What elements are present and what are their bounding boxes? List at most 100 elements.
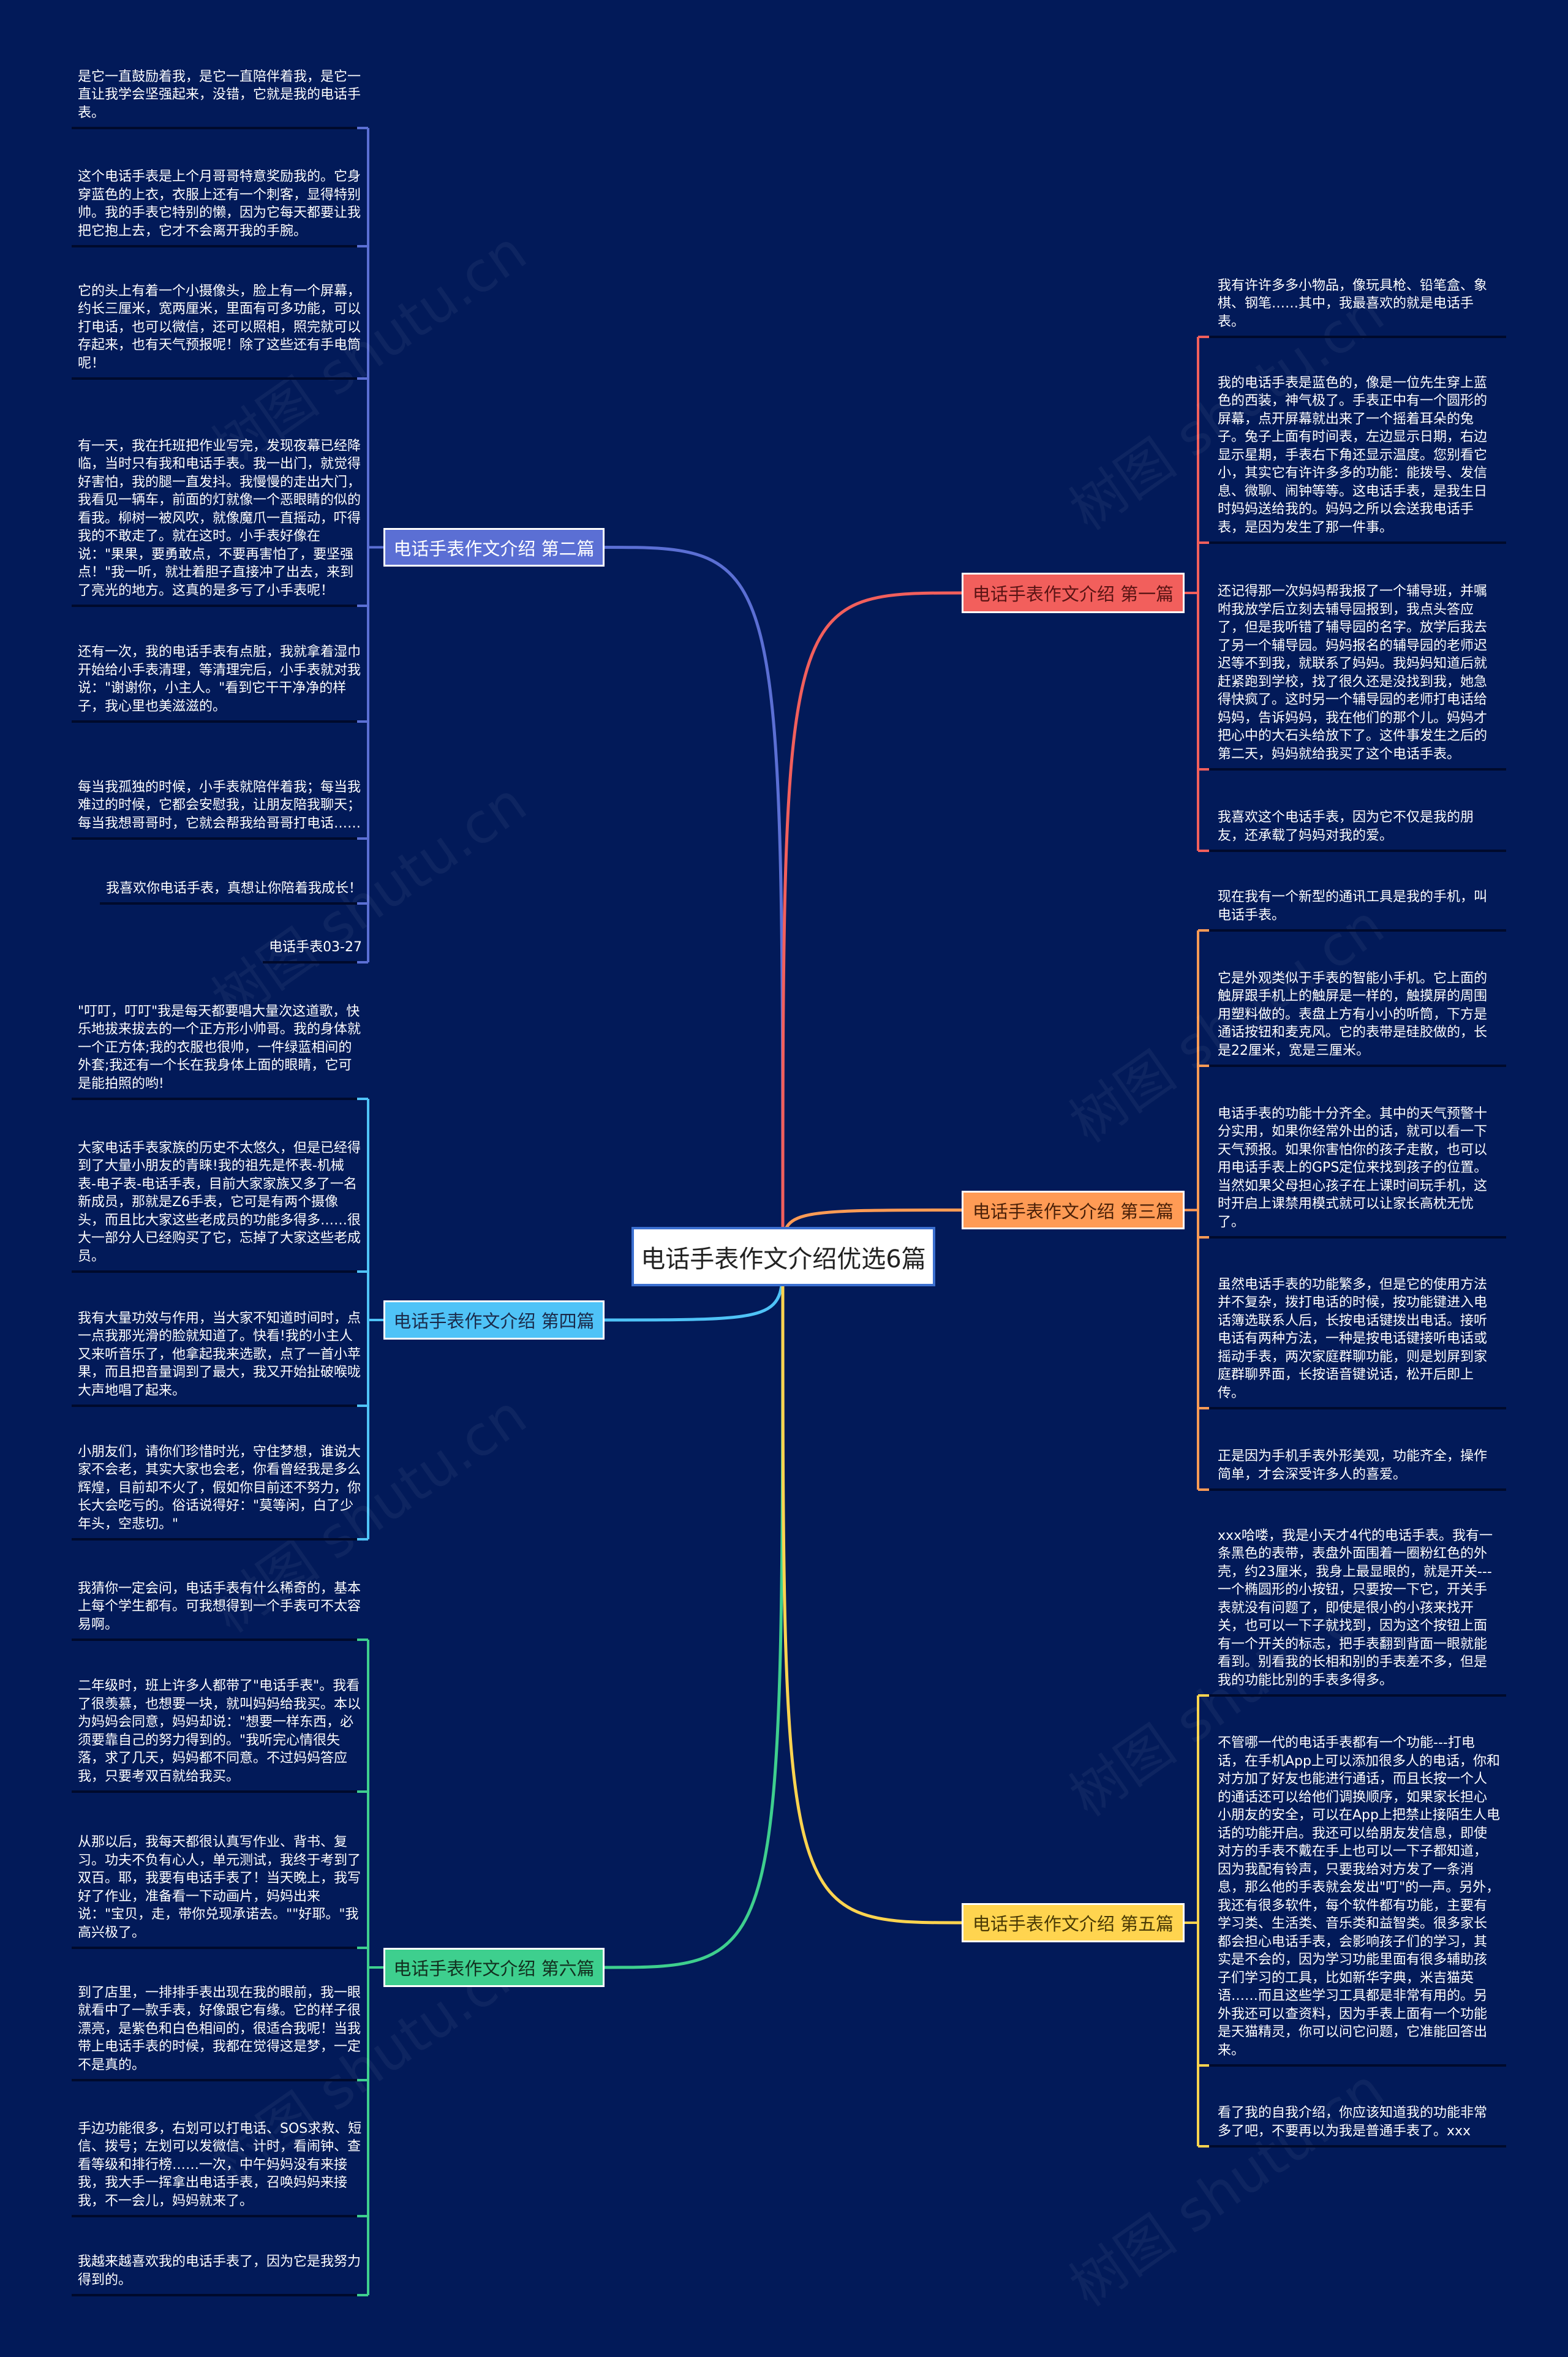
leaf-tick [357,127,368,129]
leaf-text-content: 我喜欢你电话手表，真想让你陪着我成长！ [105,880,362,896]
branch-label: 电话手表作文介绍 第一篇 [972,584,1174,605]
leaf-tick [357,2294,368,2296]
leaf-tick [357,1538,368,1541]
leaf-text[interactable]: 电话手表03-27 [263,938,368,964]
leaf-tick [1198,336,1209,338]
central-topic[interactable]: 电话手表作文介绍优选6篇 [631,1227,935,1286]
branch-connector [604,546,785,1256]
leaf-tick [1198,2145,1209,2148]
leaf-text[interactable]: 大家电话手表家族的历史不太悠久，但是已经得到了大量小朋友的青睐!我的祖先是怀表-… [72,1139,368,1273]
leaf-tick [357,1270,368,1273]
leaf-text-content: 看了我的自我介绍，你应该知道我的功能非常多了吧，不要再以为我是普通手表了。xxx [1218,2105,1488,2139]
leaf-tick [1198,1236,1209,1239]
leaf-text[interactable]: 正是因为手机手表外形美观，功能齐全，操作简单，才会深受许多人的喜爱。 [1198,1447,1506,1491]
leaf-tick [357,720,368,723]
leaf-text-content: 是它一直鼓励着我，是它一直陪伴着我，是它一直让我学会坚强起来，没错，它就是我的电… [78,69,361,121]
leaf-tick [357,1639,368,1641]
leaf-tick [357,1098,368,1100]
leaf-text[interactable]: 不管哪一代的电话手表都有一个功能---打电话，在手机App上可以添加很多人的电话… [1198,1734,1506,2067]
leaf-text-content: 虽然电话手表的功能繁多，但是它的使用方法并不复杂，拨打电话的时候，按功能键进入电… [1218,1277,1488,1401]
branch-node-b6[interactable]: 电话手表作文介绍 第六篇 [383,1948,605,1987]
leaf-text[interactable]: 从那以后，我每天都很认真写作业、背书、复习。功夫不负有心人，单元测试，我终于考到… [72,1833,368,1949]
leaf-tick [357,1405,368,1407]
leaf-text-content: 我喜欢这个电话手表，因为它不仅是我的朋友，还承载了妈妈对我的爱。 [1218,810,1474,843]
leaf-text[interactable]: 还有一次，我的电话手表有点脏，我就拿着湿巾开始给小手表清理，等清理完后，小手表就… [72,643,368,723]
branch-node-b1[interactable]: 电话手表作文介绍 第一篇 [962,573,1185,613]
leaf-text-content: "叮叮，叮叮"我是每天都要唱大量次这道歌，快乐地拔来拔去的一个正方形小帅哥。我的… [78,1003,361,1092]
leaf-text[interactable]: 我有许许多多小物品，像玩具枪、铅笔盒、象棋、钢笔……其中，我最喜欢的就是电话手表… [1198,277,1506,338]
leaf-tick [1198,541,1209,544]
branch-label: 电话手表作文介绍 第五篇 [972,1914,1174,1934]
branch-label: 电话手表作文介绍 第六篇 [393,1958,595,1979]
leaf-tick [357,1947,368,1949]
leaf-text[interactable]: 现在我有一个新型的通讯工具是我的手机，叫电话手表。 [1198,888,1506,932]
leaf-text[interactable]: 我喜欢你电话手表，真想让你陪着我成长！ [99,880,368,905]
leaf-text[interactable]: 电话手表的功能十分齐全。其中的天气预警十分实用，如果你经常外出的话，就可以看一下… [1198,1105,1506,1239]
leaf-tick [357,377,368,380]
branch-node-b5[interactable]: 电话手表作文介绍 第五篇 [962,1903,1185,1942]
leaf-text-content: 不管哪一代的电话手表都有一个功能---打电话，在手机App上可以添加很多人的电话… [1218,1735,1500,2058]
leaf-tick [1198,1694,1209,1697]
leaf-tick [1198,1488,1209,1491]
leaf-text[interactable]: 它的头上有着一个小摄像头，脸上有一个屏幕，约长三厘米，宽两厘米，里面有可多功能，… [72,282,368,380]
leaf-text[interactable]: 到了店里，一排排手表出现在我的眼前，我一眼就看中了一款手表，好像跟它有缘。它的样… [72,1984,368,2081]
branch-label: 电话手表作文介绍 第四篇 [393,1311,595,1332]
branch-node-b2[interactable]: 电话手表作文介绍 第二篇 [383,528,605,567]
leaf-tick [1198,2064,1209,2067]
leaf-text[interactable]: 我有大量功效与作用，当大家不知道时间时，点一点我那光滑的脸就知道了。快看!我的小… [72,1310,368,1407]
leaf-text[interactable]: 小朋友们，请你们珍惜时光，守住梦想，谁说大家不会老，其实大家也会老，你看曾经我是… [72,1443,368,1541]
branch-node-b4[interactable]: 电话手表作文介绍 第四篇 [383,1300,605,1340]
leaf-text-content: 它是外观类似于手表的智能小手机。它上面的触屏跟手机上的触屏是一样的，触摸屏的周围… [1218,970,1488,1058]
leaf-text-content: 手边功能很多，右划可以打电话、SOS求救、短信、拨号；左划可以发微信、计时，看闹… [78,2121,362,2209]
leaf-text-content: 我越来越喜欢我的电话手表了，因为它是我努力得到的。 [78,2254,361,2288]
leaf-text-content: 每当我孤独的时候，小手表就陪伴着我；每当我难过的时候，它都会安慰我，让朋友陪我聊… [78,779,361,831]
leaf-text-content: 电话手表的功能十分齐全。其中的天气预警十分实用，如果你经常外出的话，就可以看一下… [1218,1106,1488,1230]
leaf-text[interactable]: 还记得那一次妈妈帮我报了一个辅导班，并嘱咐我放学后立刻去辅导园报到，我点头答应了… [1198,583,1506,771]
leaf-tick [357,961,368,964]
branch-connector [781,591,962,1256]
leaf-text[interactable]: 是它一直鼓励着我，是它一直陪伴着我，是它一直让我学会坚强起来，没错，它就是我的电… [72,68,368,129]
branch-node-b3[interactable]: 电话手表作文介绍 第三篇 [962,1191,1185,1229]
leaf-text-content: 我的电话手表是蓝色的，像是一位先生穿上蓝色的西装，神气极了。手表正中有一个圆形的… [1218,375,1488,535]
leaf-text[interactable]: 虽然电话手表的功能繁多，但是它的使用方法并不复杂，拨打电话的时候，按功能键进入电… [1198,1276,1506,1409]
leaf-text-content: 它的头上有着一个小摄像头，脸上有一个屏幕，约长三厘米，宽两厘米，里面有可多功能，… [78,283,361,371]
central-topic-label: 电话手表作文介绍优选6篇 [641,1245,926,1273]
leaf-text-content: 我有大量功效与作用，当大家不知道时间时，点一点我那光滑的脸就知道了。快看!我的小… [78,1310,361,1398]
leaf-text[interactable]: xxx哈喽，我是小天才4代的电话手表。我有一条黑色的表带，表盘外面围着一圈粉红色… [1198,1527,1506,1697]
leaf-text-content: 正是因为手机手表外形美观，功能齐全，操作简单，才会深受许多人的喜爱。 [1218,1449,1488,1482]
leaf-text[interactable]: 每当我孤独的时候，小手表就陪伴着我；每当我难过的时候，它都会安慰我，让朋友陪我聊… [72,779,368,840]
leaf-text-content: 还记得那一次妈妈帮我报了一个辅导班，并嘱咐我放学后立刻去辅导园报到，我点头答应了… [1218,584,1488,762]
leaf-text-content: 我猜你一定会问，电话手表有什么稀奇的，基本上每个学生都有。可我想得到一个手表可不… [78,1580,361,1632]
leaf-text-content: 二年级时，班上许多人都带了"电话手表"。我看了很羡慕，也想要一块，就叫妈妈给我买… [78,1678,361,1784]
leaf-text[interactable]: "叮叮，叮叮"我是每天都要唱大量次这道歌，快乐地拔来拔去的一个正方形小帅哥。我的… [72,1003,368,1100]
leaf-tick [357,837,368,840]
leaf-text-content: 从那以后，我每天都很认真写作业、背书、复习。功夫不负有心人，单元测试，我终于考到… [78,1835,361,1940]
leaf-text[interactable]: 我的电话手表是蓝色的，像是一位先生穿上蓝色的西装，神气极了。手表正中有一个圆形的… [1198,374,1506,544]
leaf-text[interactable]: 二年级时，班上许多人都带了"电话手表"。我看了很羡慕，也想要一块，就叫妈妈给我买… [72,1677,368,1793]
leaf-text[interactable]: 看了我的自我介绍，你应该知道我的功能非常多了吧，不要再以为我是普通手表了。xxx [1198,2104,1506,2148]
branch-label: 电话手表作文介绍 第二篇 [393,538,595,559]
leaf-tick [357,605,368,607]
leaf-text[interactable]: 我越来越喜欢我的电话手表了，因为它是我努力得到的。 [72,2253,368,2296]
branch-connector [781,1255,962,1925]
leaf-text-content: xxx哈喽，我是小天才4代的电话手表。我有一条黑色的表带，表盘外面围着一圈粉红色… [1218,1528,1493,1688]
leaf-text[interactable]: 它是外观类似于手表的智能小手机。它上面的触屏跟手机上的触屏是一样的，触摸屏的周围… [1198,970,1506,1067]
leaf-text[interactable]: 手边功能很多，右划可以打电话、SOS求救、短信、拨号；左划可以发微信、计时，看闹… [72,2120,368,2217]
leaf-text[interactable]: 我喜欢这个电话手表，因为它不仅是我的朋友，还承载了妈妈对我的爱。 [1198,809,1506,852]
leaf-tick [357,1790,368,1793]
leaf-tick [357,2215,368,2217]
leaf-text-content: 大家电话手表家族的历史不太悠久，但是已经得到了大量小朋友的青睐!我的祖先是怀表-… [78,1140,361,1264]
leaf-text[interactable]: 这个电话手表是上个月哥哥特意奖励我的。它身穿蓝色的上衣，衣服上还有一个刺客，显得… [72,168,368,247]
leaf-text-content: 小朋友们，请你们珍惜时光，守住梦想，谁说大家不会老，其实大家也会老，你看曾经我是… [78,1444,361,1532]
branch-connector [604,1255,785,1969]
leaf-tick [1198,1065,1209,1067]
leaf-text-content: 我有许许多多小物品，像玩具枪、铅笔盒、象棋、钢笔……其中，我最喜欢的就是电话手表… [1218,277,1488,330]
leaf-text[interactable]: 有一天，我在托班把作业写完，发现夜幕已经降临，当时只有我和电话手表。我一出门，就… [72,437,368,607]
leaf-tick [1198,1407,1209,1409]
leaf-text-content: 这个电话手表是上个月哥哥特意奖励我的。它身穿蓝色的上衣，衣服上还有一个刺客，显得… [78,169,361,239]
leaf-text[interactable]: 我猜你一定会问，电话手表有什么稀奇的，基本上每个学生都有。可我想得到一个手表可不… [72,1580,368,1641]
leaf-tick [357,902,368,905]
leaf-text-content: 到了店里，一排排手表出现在我的眼前，我一眼就看中了一款手表，好像跟它有缘。它的样… [78,1985,361,2073]
leaf-text-content: 还有一次，我的电话手表有点脏，我就拿着湿巾开始给小手表清理，等清理完后，小手表就… [78,644,361,714]
